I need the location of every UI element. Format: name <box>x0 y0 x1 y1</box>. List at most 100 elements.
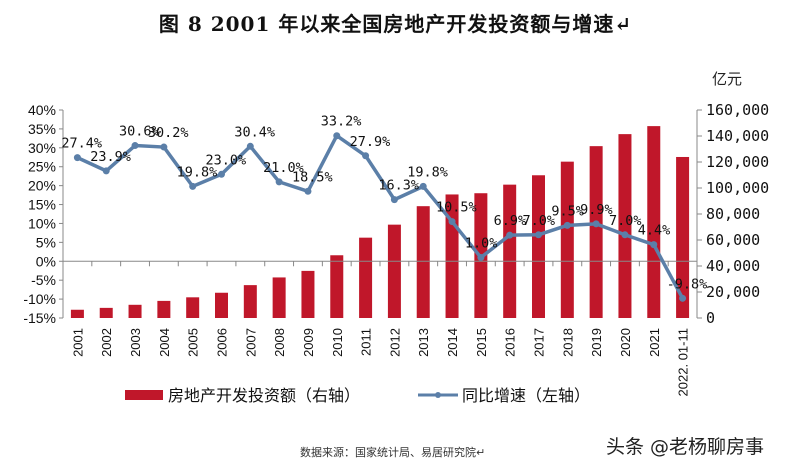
chart-title: 图 8 2001 年以来全国房地产开发投资额与增速↵ <box>158 12 633 36</box>
growth-point <box>362 152 370 160</box>
growth-point <box>131 142 139 150</box>
data-label: 19.8% <box>407 164 448 180</box>
x-tick-label: 2003 <box>128 328 143 357</box>
bar <box>387 224 401 318</box>
legend-bar-swatch <box>125 390 163 400</box>
left-tick-label: 35% <box>28 121 56 137</box>
growth-point <box>419 182 427 190</box>
x-tick-label: 2013 <box>416 328 431 357</box>
growth-point <box>218 170 225 178</box>
growth-point <box>189 182 197 190</box>
right-tick-label: 20,000 <box>706 283 760 301</box>
watermark: 头条 @老杨聊房事 <box>606 436 765 458</box>
left-tick-label: 40% <box>28 102 56 118</box>
left-tick-label: 25% <box>28 159 56 175</box>
legend-bar-label: 房地产开发投资额（右轴） <box>168 386 360 405</box>
x-tick-label: 2020 <box>618 328 633 357</box>
data-label: 27.9% <box>350 134 391 150</box>
legend-line-label: 同比增速（左轴） <box>462 386 590 405</box>
growth-point <box>506 231 514 239</box>
data-label: 23.9% <box>90 149 131 165</box>
right-tick-label: 160,000 <box>706 101 769 119</box>
x-tick-label: 2006 <box>215 328 230 357</box>
growth-point <box>477 253 485 261</box>
growth-point <box>679 294 687 302</box>
left-tick-label: 20% <box>28 178 56 194</box>
data-source: 数据来源：国家统计局、易居研究院↵ <box>300 446 486 459</box>
data-label: 9.5% <box>551 203 584 219</box>
left-tick-label: -10% <box>23 291 56 307</box>
x-tick-label: 2004 <box>157 328 172 357</box>
bar <box>330 255 344 318</box>
data-label: 7.0% <box>609 213 642 229</box>
growth-point <box>563 221 571 229</box>
growth-point <box>448 218 456 226</box>
right-tick-label: 120,000 <box>706 153 769 171</box>
right-tick-label: 60,000 <box>706 231 760 249</box>
bar <box>128 304 142 318</box>
growth-line <box>76 133 685 300</box>
x-tick-label: 2002 <box>99 328 114 357</box>
data-label: 33.2% <box>321 114 362 130</box>
growth-point <box>592 220 600 228</box>
bar <box>186 297 200 318</box>
x-tick-label: 2011 <box>359 328 374 356</box>
data-label: 18.5% <box>292 169 333 185</box>
x-tick-label: 2017 <box>532 328 547 357</box>
x-tick-label: 2018 <box>560 328 575 357</box>
bar <box>532 175 545 318</box>
data-label: 7.0% <box>523 213 556 229</box>
growth-point <box>102 167 110 175</box>
x-tick-label: 2010 <box>330 328 345 357</box>
bar <box>560 161 574 318</box>
right-axis-unit: 亿元 <box>712 70 743 88</box>
x-tick-label: 2007 <box>243 328 258 357</box>
growth-point <box>160 143 168 151</box>
x-tick-label: 2009 <box>301 328 316 357</box>
bar <box>589 146 603 318</box>
left-tick-label: 10% <box>28 215 56 231</box>
bar <box>157 300 171 318</box>
x-tick-label: 2012 <box>387 328 402 357</box>
data-label: 30.4% <box>234 124 275 140</box>
bar <box>70 309 84 318</box>
left-tick-label: -5% <box>31 272 56 288</box>
growth-point <box>304 187 312 195</box>
bar <box>618 134 632 318</box>
x-tick-label: 2015 <box>474 328 489 357</box>
data-label: 27.4% <box>61 136 102 152</box>
data-label: 30.2% <box>148 125 189 141</box>
x-tick-label: 2016 <box>503 328 518 357</box>
left-tick-label: 15% <box>28 197 56 213</box>
data-label: 16.3% <box>378 178 419 194</box>
data-label: 30.6% <box>119 124 160 140</box>
x-tick-label: 2001 <box>70 328 85 357</box>
growth-point <box>390 196 398 204</box>
x-tick-label: 2022. 01-11 <box>676 328 691 396</box>
growth-point <box>621 231 629 239</box>
bar <box>215 292 228 318</box>
x-tick-label: 2008 <box>272 328 287 357</box>
bar <box>99 307 113 318</box>
bar <box>359 237 373 318</box>
growth-point <box>275 178 283 186</box>
data-label: 1.0% <box>465 235 498 251</box>
bar <box>416 206 430 318</box>
right-tick-label: 40,000 <box>706 257 760 275</box>
data-label: 4.4% <box>638 223 671 239</box>
data-label: 21.0% <box>263 160 304 176</box>
right-tick-label: 140,000 <box>706 127 769 145</box>
left-tick-label: 30% <box>28 140 56 156</box>
growth-point <box>535 231 542 239</box>
data-label: 23.0% <box>206 152 247 168</box>
growth-point <box>333 132 341 140</box>
growth-point <box>246 142 254 150</box>
data-label: -9.8% <box>667 276 708 292</box>
bar <box>301 270 315 318</box>
x-tick-label: 2014 <box>445 328 460 357</box>
left-tick-label: 5% <box>36 234 56 250</box>
data-label: 9.9% <box>580 202 613 218</box>
right-tick-label: 100,000 <box>706 179 769 197</box>
data-label: 10.5% <box>436 200 477 216</box>
